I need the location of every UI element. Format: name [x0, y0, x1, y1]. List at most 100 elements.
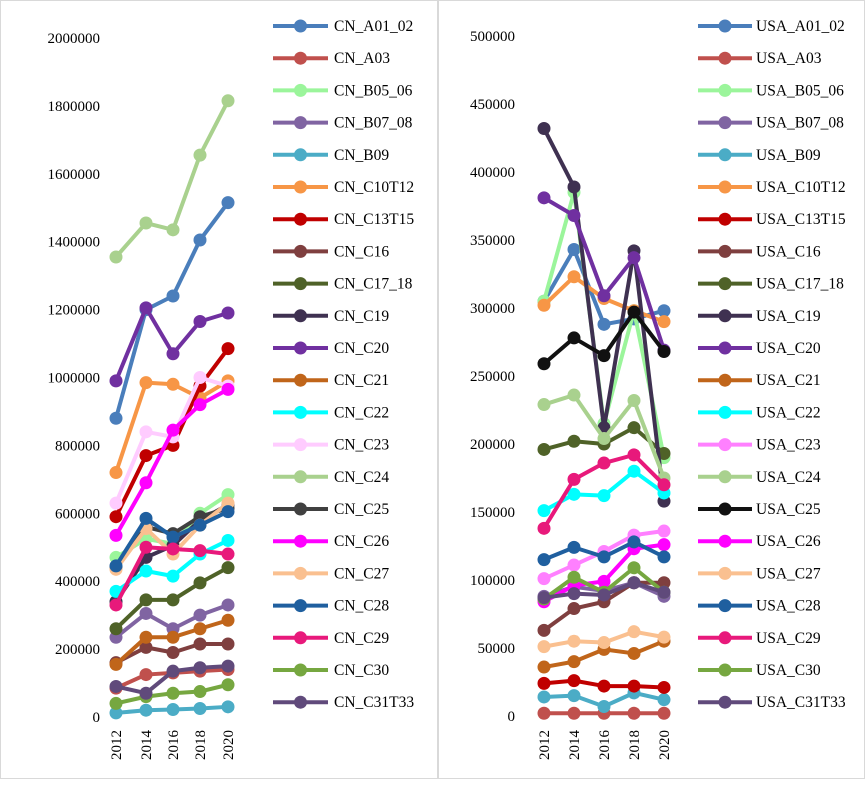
usa-data-point: [567, 270, 581, 284]
usa-legend-marker: [718, 51, 732, 65]
cn-data-point: [193, 637, 207, 651]
usa-legend-label: USA_C25: [756, 501, 821, 518]
cn-data-point: [221, 613, 235, 627]
cn-data-point: [109, 622, 123, 636]
usa-legend-label: USA_A01_02: [756, 18, 845, 35]
usa-y-tick-label: 450000: [470, 97, 515, 113]
usa-y-tick-label: 500000: [470, 29, 515, 45]
usa-legend-label: USA_C16: [756, 243, 821, 260]
usa-data-point: [597, 588, 611, 602]
usa-data-point: [597, 574, 611, 588]
cn-data-point: [166, 289, 180, 303]
cn-data-point: [139, 540, 153, 554]
usa-data-point: [597, 489, 611, 503]
usa-data-point: [657, 630, 671, 644]
cn-data-point: [193, 148, 207, 162]
cn-y-tick-label: 400000: [55, 574, 100, 590]
cn-y-tick-label: 800000: [55, 438, 100, 454]
usa-data-point: [567, 180, 581, 194]
usa-data-point: [537, 591, 551, 605]
cn-data-point: [221, 598, 235, 612]
cn-legend-marker: [294, 631, 307, 645]
usa-data-point: [657, 576, 671, 590]
cn-data-point: [166, 569, 180, 583]
usa-data-point: [627, 448, 641, 462]
cn-y-tick-label: 0: [93, 710, 101, 726]
cn-legend-label: CN_C19: [334, 308, 389, 325]
usa-legend-marker: [718, 470, 732, 484]
usa-data-point: [537, 398, 551, 412]
cn-data-point: [109, 466, 123, 480]
usa-data-point: [657, 693, 671, 707]
cn-data-point: [109, 510, 123, 524]
cn-legend-label: CN_C23: [334, 437, 389, 454]
cn-data-point: [166, 664, 180, 678]
usa-data-point: [537, 676, 551, 690]
cn-data-point: [221, 505, 235, 519]
cn-y-tick-label: 1400000: [48, 235, 101, 251]
cn-data-point: [109, 706, 123, 720]
cn-legend-marker: [294, 148, 307, 162]
usa-data-point: [567, 602, 581, 616]
usa-legend-label: USA_B05_06: [756, 82, 844, 99]
cn-data-point: [139, 668, 153, 682]
cn-legend-label: CN_C21: [334, 372, 389, 389]
cn-x-tick-label: 2012: [109, 730, 125, 760]
usa-data-point: [657, 304, 671, 318]
usa-x-tick-label: 2014: [567, 730, 583, 761]
cn-legend-label: CN_C10T12: [334, 179, 414, 196]
usa-legend-marker: [718, 180, 732, 194]
cn-data-point: [221, 306, 235, 320]
usa-legend-label: USA_A03: [756, 50, 822, 67]
usa-chart: 0 50000 100000 150000 200000 250000 300000 3500…: [470, 18, 846, 760]
usa-data-point: [537, 572, 551, 586]
usa-legend-label: USA_C22: [756, 404, 821, 421]
usa-data-point: [567, 689, 581, 703]
usa-data-point: [567, 674, 581, 688]
cn-x-tick-label: 2014: [139, 730, 155, 761]
cn-legend-label: CN_A01_02: [334, 18, 413, 35]
usa-data-point: [567, 472, 581, 486]
cn-chart: 0 200000 400000 600000 800000 1000000 1200000 1…: [48, 18, 415, 760]
usa-legend-marker: [718, 534, 732, 548]
cn-legend-marker: [294, 438, 307, 452]
usa-data-point: [567, 487, 581, 501]
cn-legend-label: CN_C27: [334, 565, 389, 582]
cn-legend-label: CN_C22: [334, 404, 389, 421]
cn-x-tick-label: 2016: [166, 730, 182, 761]
usa-data-point: [537, 298, 551, 312]
usa-data-point: [567, 243, 581, 257]
cn-legend-label: CN_C28: [334, 598, 389, 615]
cn-data-point: [109, 528, 123, 542]
usa-data-point: [627, 535, 641, 549]
usa-legend-label: USA_C28: [756, 598, 821, 615]
cn-y-tick-label: 2000000: [48, 31, 101, 47]
cn-legend-marker: [294, 470, 307, 484]
usa-data-point: [537, 191, 551, 205]
cn-data-point: [193, 314, 207, 328]
cn-data-point: [139, 630, 153, 644]
cn-legend-marker: [294, 180, 307, 194]
usa-data-point: [657, 585, 671, 599]
cn-legend-marker: [294, 663, 307, 677]
usa-data-point: [627, 421, 641, 435]
cn-data-point: [166, 223, 180, 237]
usa-data-point: [567, 434, 581, 448]
usa-data-point: [657, 538, 671, 552]
usa-data-point: [537, 623, 551, 637]
cn-y-tick-label: 1000000: [48, 371, 101, 387]
cn-legend-marker: [294, 534, 307, 548]
usa-y-tick-label: 400000: [470, 165, 515, 181]
cn-data-point: [221, 659, 235, 673]
cn-legend-label: CN_C31T33: [334, 694, 414, 711]
usa-data-point: [537, 121, 551, 135]
usa-legend-label: USA_C29: [756, 630, 821, 647]
usa-y-tick-label: 350000: [470, 233, 515, 249]
cn-legend-label: CN_B05_06: [334, 82, 413, 99]
cn-data-point: [139, 564, 153, 578]
usa-y-tick-label: 50000: [478, 641, 516, 657]
usa-data-point: [567, 655, 581, 669]
cn-legend-label: CN_C16: [334, 243, 389, 260]
usa-data-point: [537, 442, 551, 456]
